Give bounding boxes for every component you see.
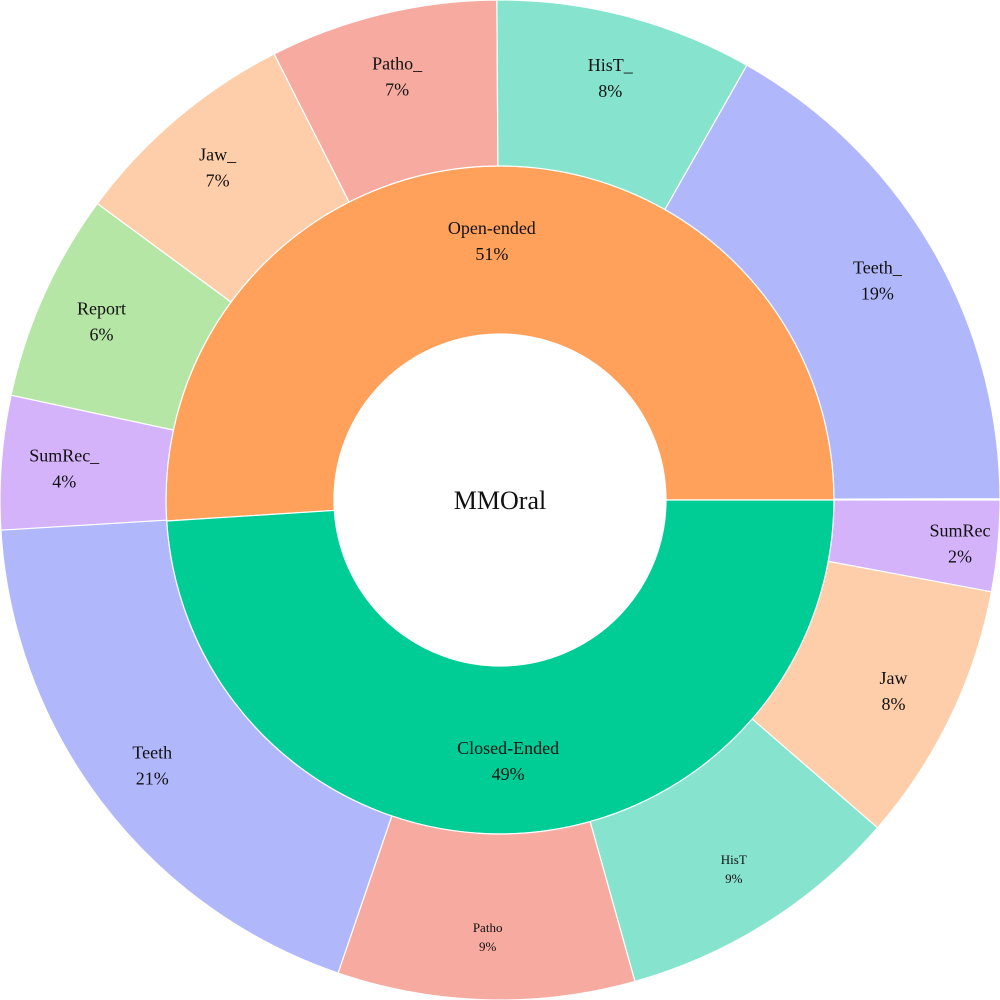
outer-slice-report-label: Report — [77, 299, 126, 319]
outer-slice-hist-alt-label: HisT_ — [588, 55, 634, 75]
outer-slice-teeth-percent: 21% — [136, 769, 169, 789]
outer-slice-teeth-alt — [664, 64, 1000, 500]
outer-slice-teeth — [0, 519, 393, 974]
outer-slice-patho — [337, 815, 636, 1000]
outer-slice-jaw-alt-percent: 7% — [206, 170, 230, 190]
outer-slice-hist-percent: 9% — [725, 871, 743, 886]
outer-slice-teeth-label: Teeth — [132, 743, 172, 763]
outer-slice-report — [10, 202, 232, 431]
slice-labels: Open-ended 51% Closed-Ended 49% SumRec_ 4% Rep… — [29, 53, 990, 954]
outer-slice-jaw — [751, 560, 993, 829]
outer-slice-jaw-alt-label: Jaw_ — [199, 144, 237, 164]
outer-slice-sumrec-alt-percent: 4% — [52, 472, 76, 492]
outer-slice-patho-alt-percent: 7% — [385, 79, 409, 99]
outer-slice-patho-label: Patho — [473, 920, 503, 935]
outer-slice-jaw-alt — [96, 53, 350, 303]
outer-slice-patho-percent: 9% — [479, 939, 497, 954]
outer-slice-sumrec-alt-label: SumRec_ — [29, 446, 100, 466]
outer-slice-sumrec-label: SumRec — [930, 521, 991, 541]
outer-slice-hist-alt — [496, 0, 748, 211]
outer-slice-hist-alt-percent: 8% — [598, 81, 622, 101]
outer-slice-sumrec-percent: 2% — [948, 547, 972, 567]
inner-slice-open-ended-label: Open-ended — [448, 218, 536, 238]
outer-slice-teeth-alt-label: Teeth_ — [853, 258, 903, 278]
chart-title: MMOral — [454, 486, 546, 515]
inner-slice-closed-ended-label: Closed-Ended — [457, 738, 559, 758]
outer-slice-patho-alt — [273, 0, 499, 203]
outer-slice-teeth-alt-percent: 19% — [861, 284, 894, 304]
outer-slice-patho-alt-label: Patho_ — [372, 53, 423, 73]
inner-ring — [165, 165, 835, 835]
inner-slice-open-ended-percent: 51% — [475, 244, 508, 264]
outer-slice-report-percent: 6% — [89, 325, 113, 345]
inner-slice-closed-ended-percent: 49% — [492, 764, 525, 784]
outer-slice-jaw-label: Jaw — [880, 668, 908, 688]
outer-slice-jaw-percent: 8% — [882, 694, 906, 714]
outer-slice-hist-label: HisT — [721, 852, 747, 867]
outer-slice-hist — [589, 718, 879, 983]
center-hole — [334, 334, 666, 666]
